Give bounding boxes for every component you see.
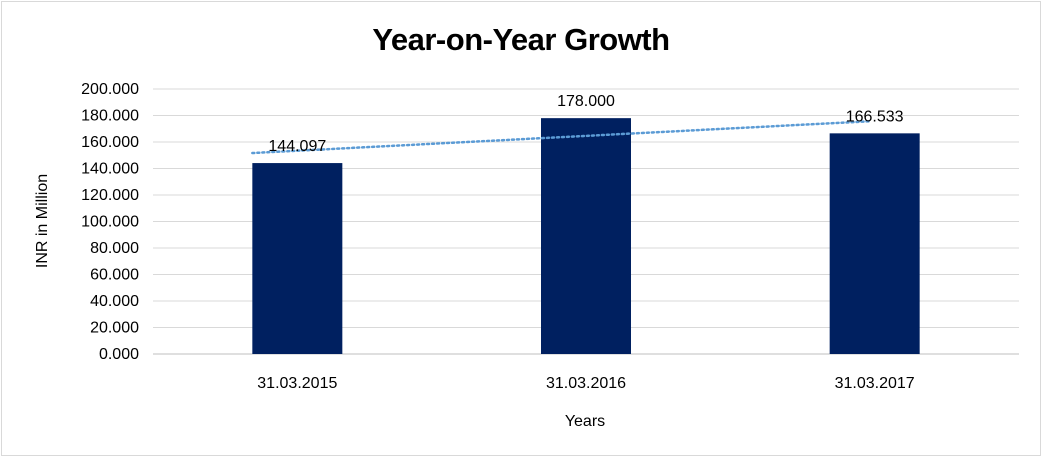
x-axis: 31.03.2015 31.03.2016 31.03.2017 [257, 375, 915, 392]
y-tick-label: 140.000 [81, 161, 139, 178]
data-label: 166.533 [846, 108, 904, 125]
bar [252, 163, 343, 354]
x-tick-label: 31.03.2015 [257, 375, 337, 392]
y-axis-title: INR in Million [34, 174, 51, 268]
data-label: 144.097 [268, 138, 326, 155]
y-tick-label: 120.000 [81, 187, 139, 204]
y-tick-label: 180.000 [81, 108, 139, 125]
data-label: 178.000 [557, 93, 615, 110]
y-tick-label: 60.000 [90, 267, 139, 284]
y-tick-label: 160.000 [81, 134, 139, 151]
chart-title: Year-on-Year Growth [372, 22, 670, 57]
bar [829, 133, 920, 354]
x-tick-label: 31.03.2017 [835, 375, 915, 392]
y-tick-label: 20.000 [90, 320, 139, 337]
trendline [251, 120, 871, 155]
y-tick-label: 100.000 [81, 214, 139, 231]
trendline-group [251, 120, 871, 155]
bars [252, 118, 920, 355]
x-axis-title: Years [565, 413, 605, 430]
y-tick-label: 40.000 [90, 293, 139, 310]
y-axis: 0.000 20.000 40.000 60.000 80.000 100.000 120.… [81, 81, 139, 363]
x-tick-label: 31.03.2016 [546, 375, 626, 392]
bar [541, 118, 631, 355]
y-tick-label: 200.000 [81, 81, 139, 98]
data-labels: 144.097 178.000 166.533 [268, 93, 903, 155]
y-tick-label: 0.000 [99, 346, 139, 363]
y-tick-label: 80.000 [90, 240, 139, 257]
